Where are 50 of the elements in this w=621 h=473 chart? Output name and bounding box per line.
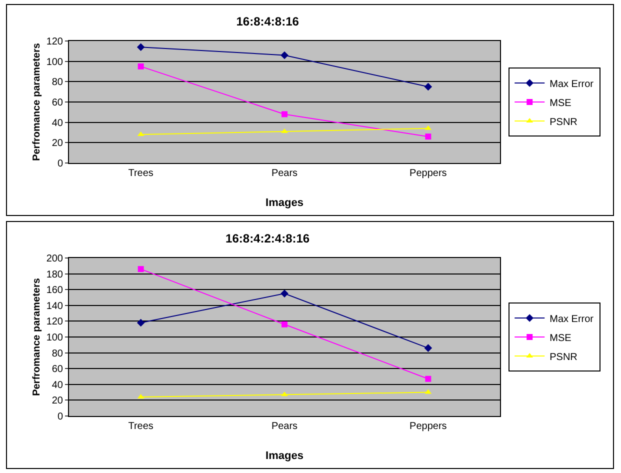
point [424, 344, 432, 352]
point [425, 134, 432, 140]
y-tick-label: 40 [52, 118, 64, 129]
point [424, 82, 432, 91]
legend-label: Max Error [550, 78, 594, 90]
point [282, 111, 288, 118]
y-tick-label: 80 [52, 77, 64, 88]
point [136, 318, 145, 327]
y-tick-label: 60 [52, 98, 64, 108]
legend-label: PSNR [550, 352, 578, 363]
y-tick-label: 120 [46, 316, 64, 328]
x-tick-label: Pears [271, 421, 298, 432]
y-tick-label: 60 [52, 364, 64, 376]
x-tick-label: Trees [128, 168, 154, 179]
y-axis-title: Perfromance parameters [31, 42, 42, 161]
y-tick-label: 180 [46, 269, 64, 280]
point [282, 321, 288, 328]
legend-label: PSNR [550, 116, 578, 128]
y-tick-label: 100 [46, 56, 64, 68]
point [136, 43, 145, 51]
y-tick-label: 120 [46, 36, 64, 48]
chart-title: 16:8:4:8:16 [236, 14, 300, 28]
legend-label: MSE [550, 98, 572, 109]
point [280, 51, 288, 60]
x-axis-title: Images [266, 450, 304, 462]
legend-label: Max Error [550, 314, 594, 325]
y-tick-label: 40 [52, 380, 64, 391]
y-tick-label: 200 [46, 254, 64, 264]
x-tick-label: Peppers [410, 421, 447, 432]
y-tick-label: 20 [52, 396, 64, 407]
x-tick-label: Peppers [410, 168, 447, 179]
point [425, 376, 432, 382]
y-axis-title: Perfromance parameters [31, 278, 42, 396]
y-tick-label: 160 [46, 285, 64, 296]
chart-title: 16:8:4:2:4:8:16 [226, 231, 310, 246]
y-tick-label: 0 [57, 158, 64, 170]
x-axis-title: Images [266, 197, 304, 209]
point [280, 290, 288, 298]
y-tick-label: 140 [46, 300, 64, 312]
point [138, 63, 144, 70]
y-tick-label: 80 [52, 348, 64, 360]
x-tick-label: Pears [271, 168, 298, 179]
point [281, 392, 288, 396]
y-tick-label: 100 [46, 332, 64, 344]
y-tick-label: 0 [57, 412, 64, 422]
y-tick-label: 20 [52, 138, 64, 150]
point [281, 128, 288, 133]
legend-label: MSE [550, 332, 572, 344]
point [138, 266, 144, 272]
x-tick-label: Trees [128, 421, 154, 432]
